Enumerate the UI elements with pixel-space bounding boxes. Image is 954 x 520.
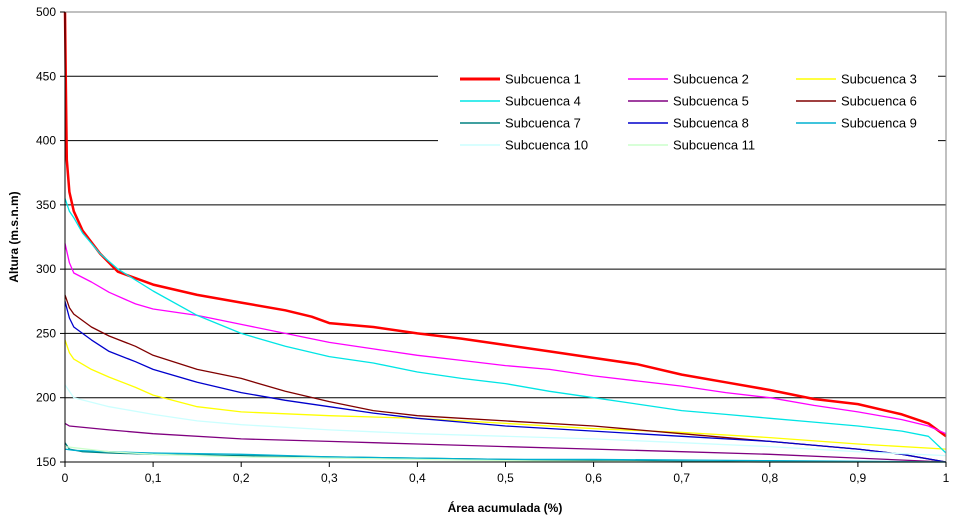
x-tick-label-3: 0,3	[321, 471, 338, 485]
legend-label-11: Subcuenca 11	[673, 138, 755, 153]
series-line-4	[64, 198, 947, 454]
series-line-8	[64, 301, 947, 463]
x-tick-label-6: 0,6	[585, 471, 602, 485]
y-tick-label-7: 500	[36, 5, 56, 19]
y-axis-title: Altura (m.s.n.m)	[7, 191, 21, 282]
x-tick-label-0: 0	[62, 471, 69, 485]
series-lines	[63, 11, 947, 463]
legend-label-6: Subcuenca 6	[841, 94, 917, 109]
series-line-3	[64, 339, 947, 450]
x-tick-label-10: 1	[943, 471, 950, 485]
legend-label-2: Subcuenca 2	[673, 72, 749, 87]
y-tick-label-2: 250	[36, 326, 56, 340]
x-tick-label-9: 0,9	[850, 471, 867, 485]
y-tick-label-6: 450	[36, 69, 56, 83]
legend-box	[438, 62, 938, 160]
y-tick-label-3: 300	[36, 262, 56, 276]
legend: Subcuenca 1 Subcuenca 2 Subcuenca 3 Subcuen…	[460, 72, 917, 153]
legend-label-8: Subcuenca 8	[673, 116, 749, 131]
series-line-2	[64, 243, 947, 435]
series-line-1	[63, 11, 947, 438]
series-line-9	[64, 448, 947, 463]
x-tick-label-8: 0,8	[761, 471, 778, 485]
legend-label-4: Subcuenca 4	[505, 94, 581, 109]
x-tick-label-1: 0,1	[145, 471, 162, 485]
legend-label-10: Subcuenca 10	[505, 138, 588, 153]
legend-label-5: Subcuenca 5	[673, 94, 749, 109]
y-tick-label-1: 200	[36, 391, 56, 405]
x-tick-label-7: 0,7	[673, 471, 690, 485]
x-axis-title: Área acumulada (%)	[448, 500, 563, 515]
axes	[60, 11, 947, 467]
x-tick-label-2: 0,2	[233, 471, 250, 485]
y-tick-label-0: 150	[36, 455, 56, 469]
series-line-10	[64, 384, 947, 457]
y-tick-labels: 150 200 250 300 350 400 450 500	[36, 5, 56, 469]
legend-label-3: Subcuenca 3	[841, 72, 917, 87]
y-tick-label-5: 400	[36, 134, 56, 148]
series-line-6	[64, 294, 947, 463]
x-tick-label-5: 0,5	[497, 471, 514, 485]
x-tick-labels: 0 0,1 0,2 0,3 0,4 0,5 0,6 0,7 0,8 0,9 1	[62, 471, 950, 485]
legend-label-1: Subcuenca 1	[505, 72, 581, 87]
legend-label-9: Subcuenca 9	[841, 116, 917, 131]
legend-label-7: Subcuenca 7	[505, 116, 581, 131]
y-tick-label-4: 350	[36, 198, 56, 212]
x-tick-label-4: 0,4	[409, 471, 426, 485]
series-line-5	[64, 422, 947, 463]
